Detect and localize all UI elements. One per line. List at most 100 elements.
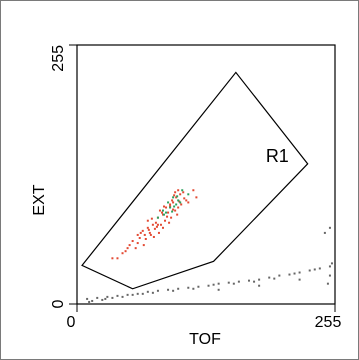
data-point bbox=[111, 257, 114, 260]
data-point bbox=[187, 201, 190, 204]
data-point bbox=[172, 289, 175, 292]
x-tick-label-min: 0 bbox=[67, 314, 76, 331]
data-point bbox=[141, 229, 144, 232]
data-point bbox=[164, 219, 167, 222]
data-point bbox=[328, 265, 331, 268]
data-point bbox=[106, 295, 109, 298]
data-point bbox=[313, 268, 316, 271]
data-point bbox=[171, 199, 174, 202]
x-tick-label-max: 255 bbox=[315, 314, 342, 331]
gate-polygon[interactable] bbox=[81, 71, 309, 290]
data-point bbox=[86, 297, 89, 300]
data-point bbox=[163, 205, 166, 208]
data-point bbox=[173, 194, 176, 197]
data-point bbox=[101, 298, 104, 301]
data-point bbox=[172, 196, 175, 199]
data-point bbox=[147, 228, 150, 231]
data-point bbox=[174, 191, 177, 194]
x-axis-label: TOF bbox=[189, 331, 221, 348]
data-point bbox=[167, 288, 170, 291]
data-point bbox=[138, 236, 141, 239]
data-point bbox=[150, 217, 153, 220]
data-point bbox=[323, 231, 326, 234]
data-point bbox=[326, 282, 329, 285]
data-point bbox=[167, 211, 170, 214]
data-point bbox=[88, 300, 91, 303]
data-point bbox=[187, 193, 190, 196]
data-point bbox=[162, 209, 164, 212]
data-point bbox=[298, 278, 301, 281]
data-point bbox=[148, 231, 151, 234]
data-point bbox=[177, 189, 180, 192]
data-point bbox=[143, 233, 146, 236]
data-point bbox=[197, 285, 200, 288]
y-tick-label-max: 255 bbox=[50, 45, 67, 72]
data-point bbox=[154, 221, 157, 224]
data-point bbox=[131, 293, 134, 296]
data-point bbox=[139, 231, 142, 234]
data-point bbox=[217, 282, 220, 285]
data-point bbox=[162, 213, 164, 216]
data-point bbox=[330, 262, 333, 265]
data-point bbox=[142, 244, 145, 247]
data-point bbox=[155, 225, 158, 228]
data-point bbox=[159, 223, 162, 226]
data-point bbox=[237, 280, 240, 283]
data-point bbox=[181, 189, 184, 192]
data-point bbox=[151, 291, 154, 294]
data-point bbox=[253, 280, 256, 283]
data-point bbox=[258, 278, 261, 281]
data-point bbox=[126, 293, 129, 296]
data-point bbox=[248, 279, 250, 282]
data-point bbox=[136, 233, 139, 236]
data-point bbox=[96, 296, 99, 299]
data-point bbox=[166, 215, 169, 218]
data-point bbox=[179, 201, 182, 204]
data-point bbox=[116, 294, 119, 297]
data-point bbox=[180, 203, 183, 206]
data-point bbox=[179, 193, 182, 196]
data-point bbox=[177, 206, 180, 209]
data-point bbox=[156, 289, 159, 292]
y-axis-label: EXT bbox=[31, 184, 48, 215]
data-point bbox=[121, 295, 124, 298]
data-point bbox=[163, 213, 166, 216]
y-tick-label-min: 0 bbox=[50, 299, 67, 308]
data-point bbox=[162, 226, 164, 229]
data-point bbox=[195, 196, 198, 199]
data-point bbox=[328, 274, 331, 277]
data-point bbox=[144, 237, 147, 240]
data-point bbox=[167, 201, 170, 204]
data-point bbox=[152, 235, 155, 238]
data-point bbox=[175, 203, 178, 206]
data-point bbox=[131, 240, 134, 243]
data-point bbox=[183, 197, 186, 200]
data-point bbox=[126, 247, 129, 250]
data-point bbox=[151, 223, 154, 226]
data-point bbox=[169, 203, 172, 206]
data-point bbox=[134, 247, 137, 250]
data-point bbox=[160, 211, 163, 214]
data-point bbox=[174, 209, 177, 212]
data-point bbox=[298, 271, 301, 274]
data-point bbox=[104, 297, 107, 300]
data-point bbox=[227, 281, 230, 284]
data-point bbox=[170, 216, 173, 219]
data-point bbox=[273, 277, 276, 280]
data-point bbox=[156, 216, 159, 219]
data-point bbox=[128, 244, 131, 247]
data-point bbox=[207, 284, 210, 287]
data-point bbox=[176, 195, 179, 198]
data-point bbox=[168, 221, 171, 224]
data-point bbox=[268, 276, 271, 279]
data-point bbox=[136, 242, 139, 245]
data-point bbox=[308, 269, 311, 272]
data-point bbox=[192, 287, 195, 290]
data-point bbox=[278, 274, 281, 277]
data-points bbox=[86, 189, 333, 303]
data-point bbox=[156, 223, 159, 226]
data-point bbox=[178, 200, 181, 203]
data-point bbox=[124, 250, 127, 253]
data-point bbox=[185, 199, 188, 202]
